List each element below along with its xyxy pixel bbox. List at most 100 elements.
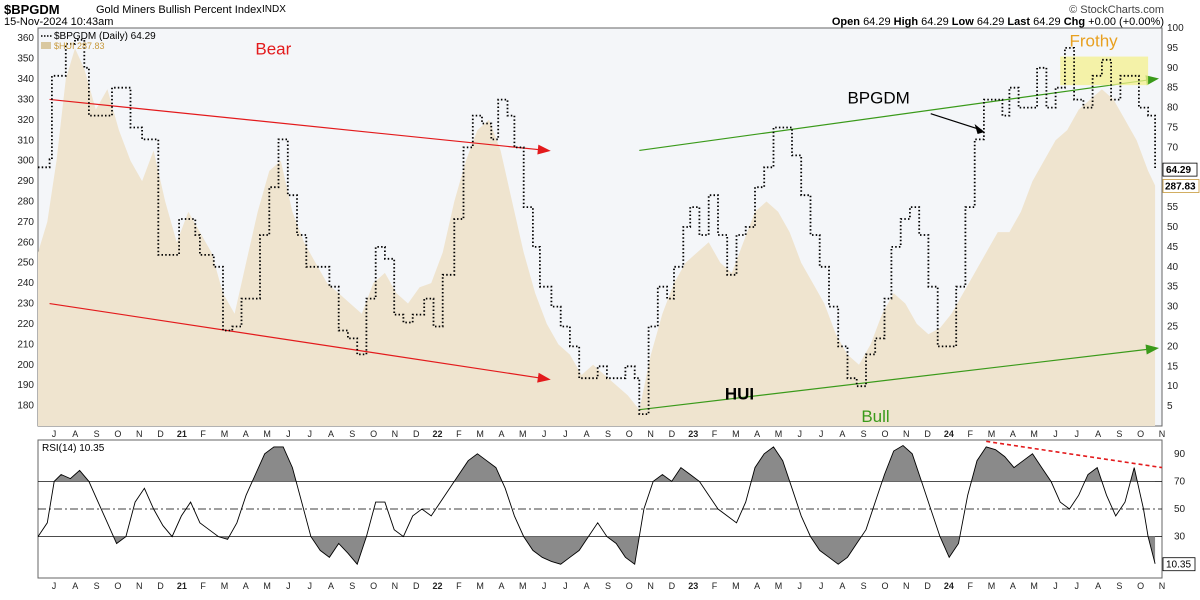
trendline-arrowhead <box>1145 75 1160 86</box>
rsi-x-tick-label: S <box>94 581 100 591</box>
rsi-x-tick-label: M <box>476 581 484 591</box>
rsi-x-tick-label: A <box>328 581 334 591</box>
left-axis-tick-label: 230 <box>17 299 34 310</box>
x-tick-label: A <box>754 429 760 439</box>
rsi-x-tick-label: J <box>307 581 312 591</box>
rsi-x-tick-label: J <box>1075 581 1080 591</box>
rsi-x-tick-label: A <box>243 581 249 591</box>
high-label: High <box>893 16 919 28</box>
rsi-x-tick-label: A <box>72 581 78 591</box>
price-legend: $BPGDM (Daily) 64.29$HUI 287.83 <box>41 31 156 51</box>
left-axis-tick-label: 220 <box>17 319 34 330</box>
left-axis-tick-label: 330 <box>17 94 34 105</box>
x-tick-label: A <box>243 429 249 439</box>
rsi-x-tick-label: O <box>114 581 121 591</box>
left-axis-tick-label: 240 <box>17 278 34 289</box>
rsi-last-tag <box>1162 557 1196 572</box>
high-value: 64.29 <box>921 16 949 28</box>
right-axis-tick-label: 5 <box>1167 401 1173 412</box>
left-axis-tick-label: 310 <box>17 135 34 146</box>
right-axis-tick-label: 30 <box>1167 302 1179 313</box>
trendline <box>49 302 547 380</box>
x-tick-label: 21 <box>177 429 187 439</box>
left-axis-tick-label: 290 <box>17 176 34 187</box>
rsi-x-tick-label: M <box>1030 581 1038 591</box>
x-tick-label: J <box>542 429 547 439</box>
rsi-x-tick-label: O <box>626 581 633 591</box>
x-tick-label: S <box>94 429 100 439</box>
left-axis-tick-label: 340 <box>17 74 34 85</box>
last-label: Last <box>1007 16 1031 28</box>
x-tick-label: S <box>605 429 611 439</box>
x-tick-label: O <box>1137 429 1144 439</box>
trendline <box>639 347 1156 411</box>
rsi-x-tick-label: A <box>754 581 760 591</box>
x-tick-label: M <box>775 429 783 439</box>
right-axis-tick-label: 40 <box>1167 262 1179 273</box>
legend-hui-swatch <box>41 42 51 49</box>
x-tick-label: D <box>157 429 164 439</box>
rsi-tick-label: 70 <box>1174 476 1186 487</box>
rsi-x-tick-label: M <box>732 581 740 591</box>
x-tick-label: A <box>328 429 334 439</box>
trendline <box>49 98 547 152</box>
right-axis-tick-label: 80 <box>1167 103 1179 114</box>
x-tick-label: 24 <box>944 429 954 439</box>
x-tick-label: J <box>286 429 291 439</box>
x-tick-label: N <box>647 429 654 439</box>
rsi-x-tick-label: J <box>798 581 803 591</box>
rsi-tick-label: 50 <box>1174 504 1186 515</box>
rsi-x-tick-label: S <box>349 581 355 591</box>
hui-last-value: 287.83 <box>1165 182 1196 193</box>
low-label: Low <box>951 16 974 28</box>
trendline-arrowhead <box>537 372 551 383</box>
left-axis-tick-label: 180 <box>17 401 34 412</box>
rsi-tick-label: 30 <box>1174 532 1186 543</box>
x-tick-label: M <box>1030 429 1038 439</box>
x-tick-label: D <box>924 429 931 439</box>
x-tick-label: F <box>200 429 206 439</box>
x-tick-label: A <box>1095 429 1101 439</box>
rsi-x-tick-label: D <box>413 581 420 591</box>
right-axis-tick-label: 10 <box>1167 381 1179 392</box>
x-tick-label: N <box>1159 429 1166 439</box>
x-tick-label: J <box>52 429 57 439</box>
x-tick-label: J <box>1053 429 1058 439</box>
rsi-trendline <box>986 440 1163 469</box>
bpgdm-last-value: 64.29 <box>1166 165 1191 176</box>
symbol-label: $BPGDM <box>4 2 60 17</box>
right-axis-tick-label: 95 <box>1167 43 1179 54</box>
rsi-legend-label: RSI(14) 10.35 <box>42 443 105 454</box>
x-tick-label: N <box>136 429 143 439</box>
right-axis-tick-label: 45 <box>1167 242 1179 253</box>
index-description: Gold Miners Bullish Percent Index <box>96 4 262 16</box>
x-tick-label: O <box>626 429 633 439</box>
low-value: 64.29 <box>976 16 1005 28</box>
rsi-tick-label: 90 <box>1174 449 1186 460</box>
x-tick-label: A <box>72 429 78 439</box>
bpgdm-pointer-arrowhead <box>974 124 985 135</box>
rsi-x-tick-label: A <box>1010 581 1016 591</box>
x-tick-label: 22 <box>433 429 443 439</box>
left-axis-tick-label: 190 <box>17 380 34 391</box>
left-axis-tick-label: 200 <box>17 360 34 371</box>
rsi-x-tick-label: S <box>861 581 867 591</box>
x-tick-label: F <box>712 429 718 439</box>
price-axes: 180 190 200 210 220 230 240 250 260 270 280 290 300 3… <box>17 23 1184 591</box>
hui-annotation: HUI <box>725 384 754 403</box>
rsi-x-tick-label: O <box>881 581 888 591</box>
rsi-x-tick-label: M <box>519 581 527 591</box>
right-axis-tick-label: 20 <box>1167 341 1179 352</box>
bear-annotation: Bear <box>255 40 291 59</box>
rsi-x-tick-label: J <box>1053 581 1058 591</box>
hui-area-series <box>38 48 1156 427</box>
rsi-x-tick-label: M <box>263 581 271 591</box>
x-tick-label: J <box>307 429 312 439</box>
rsi-x-tick-label: O <box>1137 581 1144 591</box>
x-tick-label: F <box>967 429 973 439</box>
rsi-oversold-fill <box>38 536 1156 565</box>
trendline-arrowhead <box>537 144 551 155</box>
rsi-x-tick-label: D <box>669 581 676 591</box>
rsi-x-tick-label: F <box>967 581 973 591</box>
right-axis-tick-label: 70 <box>1167 142 1179 153</box>
